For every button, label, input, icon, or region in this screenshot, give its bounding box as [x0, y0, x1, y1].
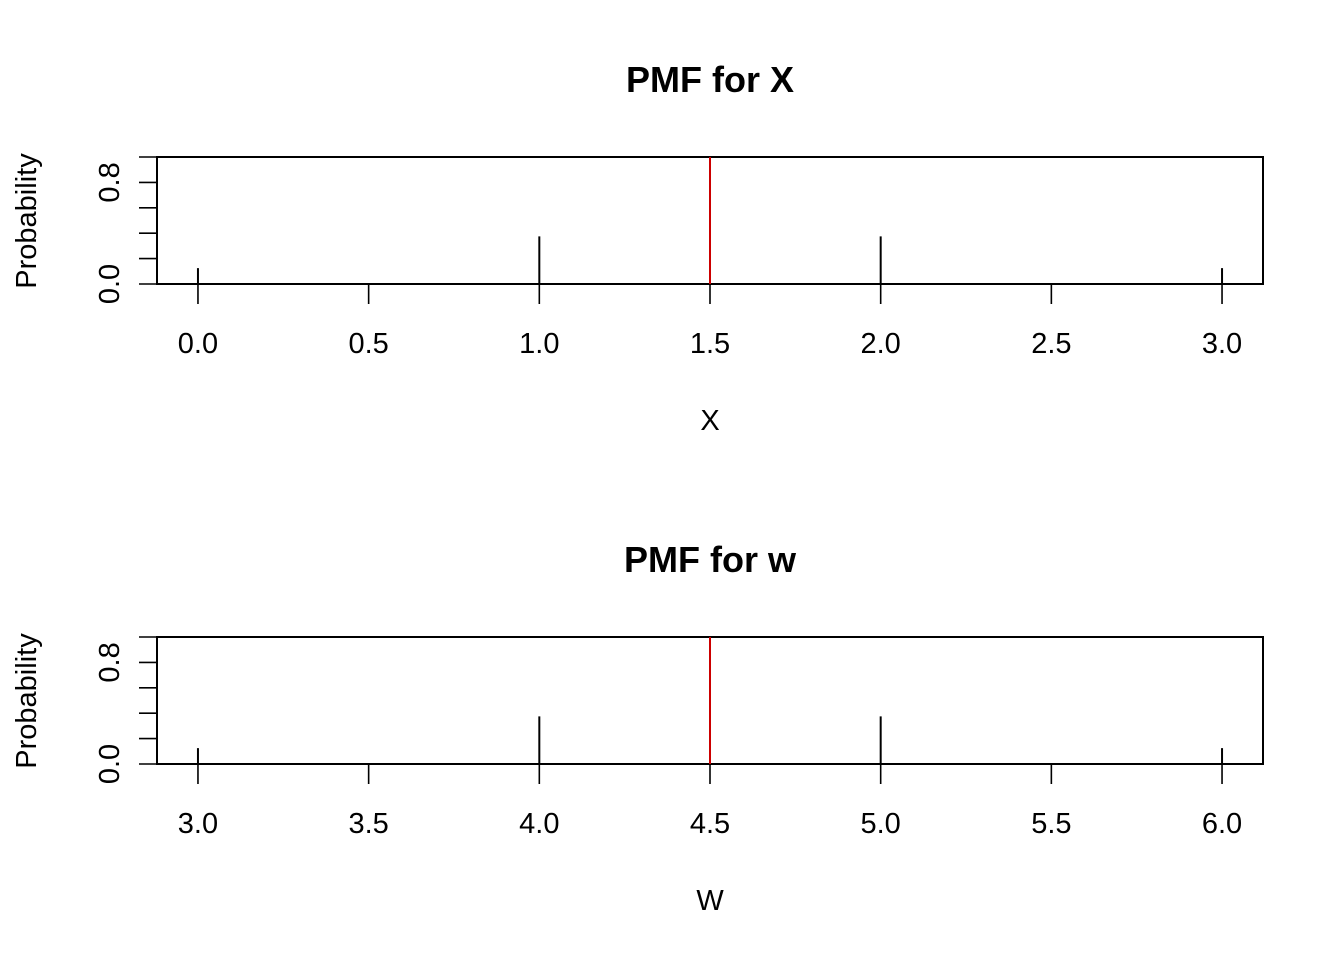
x-tick-label: 4.0: [519, 808, 559, 840]
x-axis-label: X: [700, 405, 719, 437]
x-tick-label: 1.0: [519, 328, 559, 360]
x-tick-label: 4.5: [690, 808, 730, 840]
x-tick-label: 2.0: [861, 328, 901, 360]
x-tick-label: 5.5: [1031, 808, 1071, 840]
x-tick-label: 3.5: [348, 808, 388, 840]
chart-title: PMF for X: [626, 59, 794, 100]
x-tick-label: 3.0: [178, 808, 218, 840]
x-tick-label: 0.0: [178, 328, 218, 360]
pmf-x-panel: PMF for X X Probability 0.0 0.5 1.0 1.5 2.0 2…: [11, 59, 1264, 437]
y-tick-label: 0.0: [94, 744, 126, 784]
y-tick-label: 0.0: [94, 264, 126, 304]
x-tick-label: 3.0: [1202, 328, 1242, 360]
x-axis-label: W: [696, 885, 724, 917]
chart-title: PMF for w: [624, 539, 797, 580]
x-tick-label: 1.5: [690, 328, 730, 360]
x-tick-label: 5.0: [861, 808, 901, 840]
y-axis-label: Probability: [11, 153, 43, 289]
x-tick-label: 2.5: [1031, 328, 1071, 360]
x-tick-label: 0.5: [348, 328, 388, 360]
x-tick-label: 6.0: [1202, 808, 1242, 840]
y-tick-label: 0.8: [94, 162, 126, 202]
pmf-w-panel: PMF for w W Probability 3.0 3.5 4.0 4.5 5.0 5…: [11, 539, 1264, 917]
y-axis-label: Probability: [11, 633, 43, 769]
y-tick-label: 0.8: [94, 642, 126, 682]
